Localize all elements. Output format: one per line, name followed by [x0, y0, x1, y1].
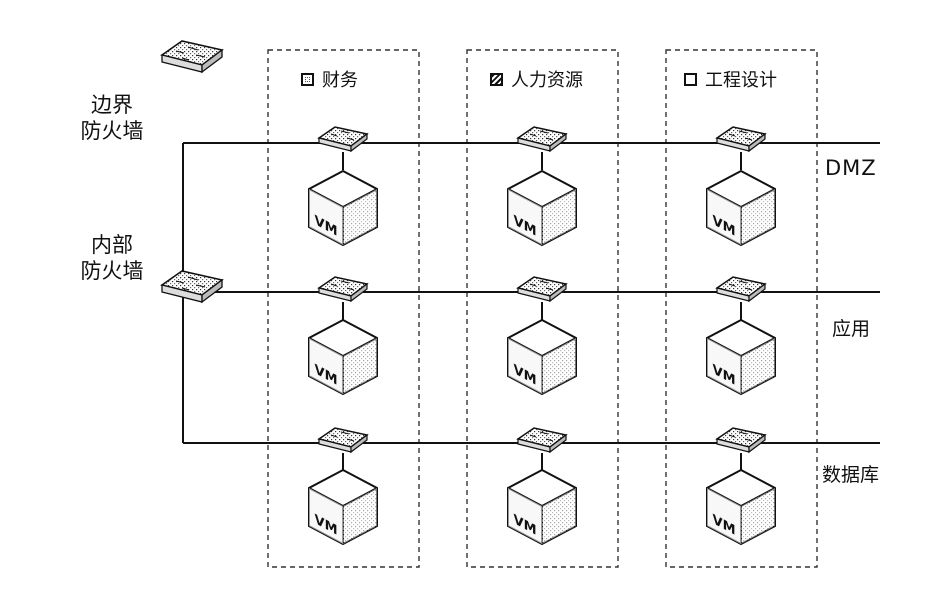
- vm-icon: [507, 319, 577, 395]
- switch-icon: [318, 276, 368, 302]
- vm-icon: [507, 469, 577, 545]
- dept-label-hr: 人力资源: [511, 70, 583, 91]
- border-firewall-icon: [161, 40, 223, 73]
- hatched-square-icon: [490, 72, 503, 86]
- switch-icon: [716, 126, 766, 152]
- switch-icon: [318, 126, 368, 152]
- dept-column-hr: [466, 49, 619, 568]
- network-label-db: 数据库: [822, 464, 880, 486]
- eng-db-node: [706, 427, 776, 545]
- vm-icon: [706, 170, 776, 246]
- border-firewall-label-line2: 防火墙: [80, 119, 144, 143]
- switch-icon: [716, 427, 766, 453]
- empty-square-icon: [684, 72, 697, 86]
- finance-app-node: [308, 276, 378, 395]
- vm-icon: [706, 469, 776, 545]
- internal-firewall-label: 内部 防火墙: [72, 232, 152, 284]
- vm-icon: [507, 170, 577, 246]
- border-firewall-label-line1: 边界: [91, 93, 133, 117]
- eng-app-node: [706, 276, 776, 395]
- switch-icon: [318, 427, 368, 453]
- dept-column-engineering: [665, 49, 818, 568]
- finance-dmz-node: [308, 126, 378, 246]
- switch-icon: [716, 276, 766, 302]
- switch-icon: [517, 276, 567, 302]
- network-label-dmz: DMZ: [825, 156, 877, 180]
- network-label-app: 应用: [832, 318, 871, 340]
- vm-icon: [308, 170, 378, 246]
- switch-icon: [517, 126, 567, 152]
- border-firewall-label: 边界 防火墙: [72, 92, 152, 144]
- internal-firewall-label-line1: 内部: [91, 233, 133, 257]
- switch-icon: [517, 427, 567, 453]
- dept-header-engineering: 工程设计: [684, 67, 777, 91]
- hr-db-node: [507, 427, 577, 545]
- finance-db-node: [308, 427, 378, 545]
- vm-icon: [706, 319, 776, 395]
- dept-label-finance: 财务: [322, 70, 358, 91]
- dotted-square-icon: [301, 72, 314, 86]
- dept-header-finance: 财务: [301, 67, 358, 91]
- hr-dmz-node: [507, 126, 577, 246]
- dept-label-engineering: 工程设计: [705, 70, 777, 91]
- dept-column-finance: [267, 49, 420, 568]
- internal-firewall-icon: [161, 270, 223, 303]
- dept-header-hr: 人力资源: [490, 67, 583, 91]
- hr-app-node: [507, 276, 577, 395]
- vm-icon: [308, 469, 378, 545]
- eng-dmz-node: [706, 126, 776, 246]
- internal-firewall-label-line2: 防火墙: [80, 259, 144, 283]
- vm-icon: [308, 319, 378, 395]
